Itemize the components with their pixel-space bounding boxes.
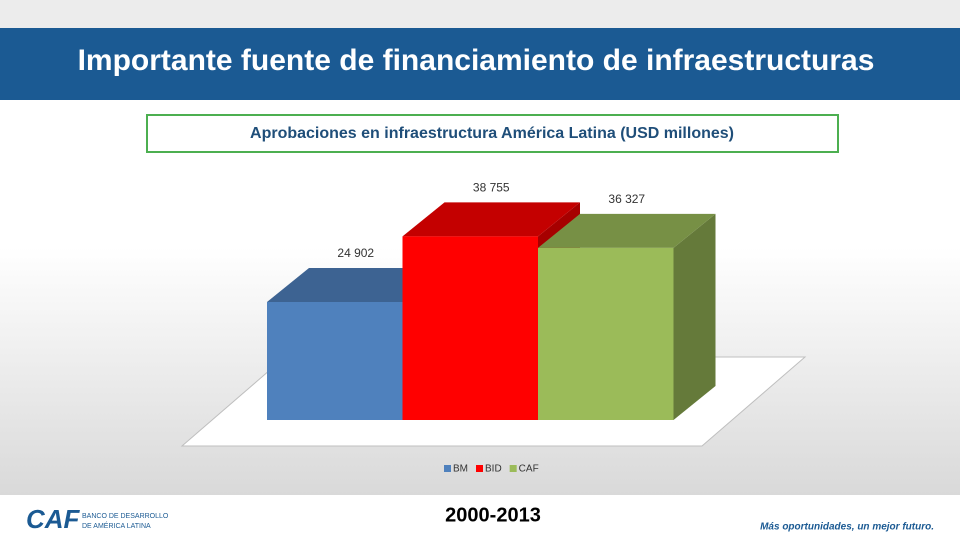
bar	[267, 302, 403, 420]
top-strip	[0, 0, 960, 28]
header-title: Importante fuente de financiamiento de i…	[78, 44, 875, 77]
data-label: 38 755	[473, 181, 510, 195]
legend-label: CAF	[519, 464, 539, 475]
logo-text: BANCO DE DESARROLLO	[82, 513, 169, 520]
period: 2000-2013	[445, 504, 541, 526]
footer-band	[0, 495, 960, 540]
legend-swatch	[444, 465, 451, 472]
header-band	[0, 28, 960, 100]
data-label: 36 327	[608, 192, 645, 206]
logo: CAF	[26, 504, 81, 534]
legend-label: BM	[453, 464, 468, 475]
bar-top	[538, 213, 716, 248]
legend: BM BID CAF	[444, 464, 539, 475]
legend-label: BID	[485, 464, 502, 475]
chart-title-box	[146, 114, 839, 153]
legend-swatch	[476, 465, 483, 472]
bar-top	[267, 268, 445, 302]
bar-top	[402, 202, 580, 237]
bar-side	[673, 213, 716, 420]
legend-swatch	[509, 465, 517, 472]
bar	[538, 247, 674, 420]
data-label: 24 902	[337, 246, 374, 260]
logo-text: DE AMÉRICA LATINA	[82, 521, 151, 530]
chart-title: Aprobaciones en infraestructura América …	[250, 125, 734, 142]
bar	[402, 236, 538, 420]
slogan: Más oportunidades, un mejor futuro.	[760, 522, 934, 533]
